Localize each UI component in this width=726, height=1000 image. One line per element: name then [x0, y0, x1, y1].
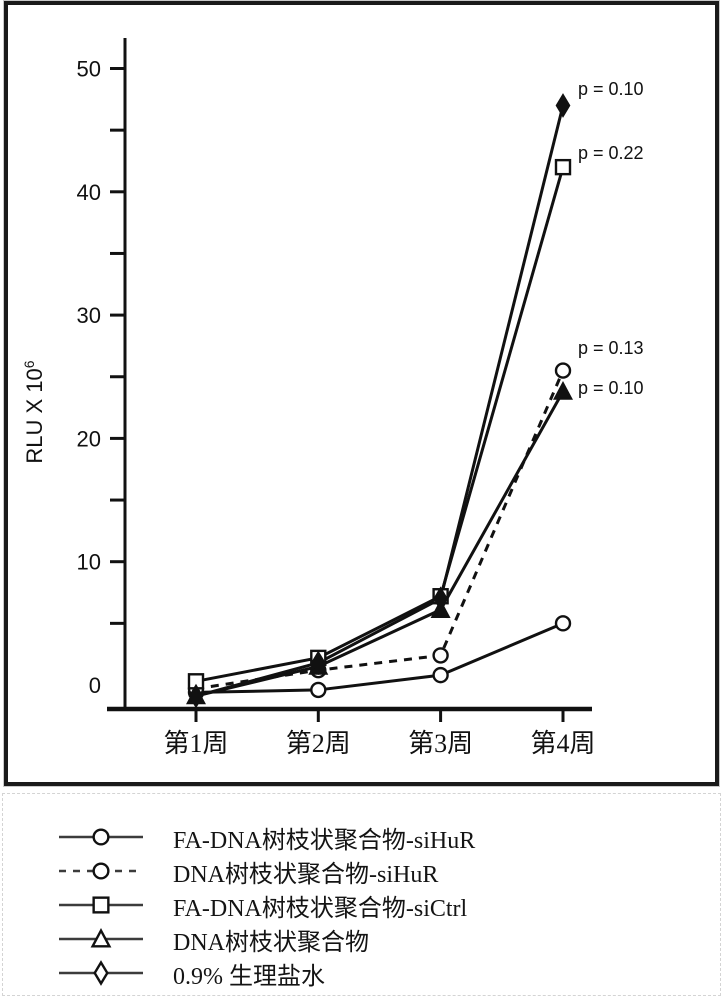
y-tick-label: 40	[77, 180, 101, 205]
y-tick-label: 20	[77, 426, 101, 451]
legend-label: DNA树枝状聚合物-siHuR	[173, 861, 439, 888]
legend-marker-triangle-icon	[59, 928, 143, 948]
series-markers	[187, 158, 572, 690]
series-markers	[186, 380, 573, 705]
series-line	[195, 369, 565, 691]
series-line	[195, 105, 565, 698]
y-tick-label: 10	[77, 550, 101, 575]
legend-label: FA-DNA树枝状聚合物-siCtrl	[173, 895, 468, 922]
legend-item: FA-DNA树枝状聚合物-siCtrl	[57, 888, 720, 922]
legend-marker-diamond-icon	[59, 960, 143, 986]
legend-item: FA-DNA树枝状聚合物-siHuR	[57, 820, 720, 854]
legend-marker-circle-icon	[59, 828, 143, 846]
legend-marker-circle-dashed-icon	[59, 862, 143, 880]
line-chart: 0 10 20 30 40 50 第1周 第2周 第3周 第4周 RLU X 106 p = 0.10…	[21, 38, 644, 758]
p-value-label: p = 0.10	[578, 378, 644, 398]
legend: FA-DNA树枝状聚合物-siHuR DNA树枝状聚合物-siHuR FA-DNA树…	[2, 793, 721, 996]
legend-label: DNA树枝状聚合物	[173, 929, 369, 956]
series-markers	[187, 615, 572, 701]
p-value-label: p = 0.22	[578, 143, 644, 163]
series	[186, 93, 573, 709]
x-tick-label: 第4周	[530, 729, 595, 758]
x-tick-label: 第1周	[163, 729, 228, 758]
p-value-label: p = 0.10	[578, 79, 644, 99]
plot-frame	[4, 1, 719, 786]
annotations: p = 0.10 p = 0.22 p = 0.13 p = 0.10	[578, 79, 644, 398]
y-tick-label: 50	[77, 57, 101, 82]
series-line	[195, 621, 564, 694]
y-tick-label: 30	[77, 303, 101, 328]
legend-item: 0.9% 生理盐水	[57, 956, 720, 990]
legend-label: 0.9% 生理盐水	[173, 963, 325, 990]
series-markers	[188, 93, 571, 709]
legend-item: DNA树枝状聚合物-siHuR	[57, 854, 720, 888]
series-line	[195, 166, 565, 683]
axes: 0 10 20 30 40 50 第1周 第2周 第3周 第4周 RLU X 106	[21, 38, 596, 758]
p-value-label: p = 0.13	[578, 338, 644, 358]
series-line	[195, 390, 565, 698]
legend-item: DNA树枝状聚合物	[57, 922, 720, 956]
x-tick-label: 第2周	[286, 729, 351, 758]
legend-marker-square-icon	[59, 896, 143, 914]
y-tick-label: 0	[89, 673, 101, 698]
y-axis-title: RLU X 106	[21, 360, 47, 463]
x-tick-label: 第3周	[408, 729, 473, 758]
legend-label: FA-DNA树枝状聚合物-siHuR	[173, 827, 476, 854]
